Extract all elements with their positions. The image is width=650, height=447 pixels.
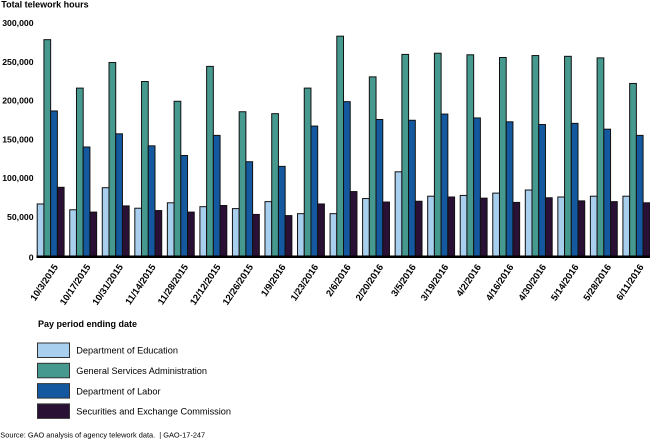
- svg-text:300,000: 300,000: [2, 18, 34, 28]
- svg-text:0: 0: [29, 252, 34, 262]
- svg-text:150,000: 150,000: [2, 134, 34, 144]
- svg-text:Securities and Exchange Commis: Securities and Exchange Commission: [76, 407, 231, 417]
- svg-text:Department of Labor: Department of Labor: [76, 386, 160, 396]
- svg-text:100,000: 100,000: [2, 173, 34, 183]
- svg-text:Source: GAO analysis of agency: Source: GAO analysis of agency telework …: [0, 431, 205, 440]
- svg-text:250,000: 250,000: [2, 57, 34, 67]
- svg-text:Pay period ending date: Pay period ending date: [38, 319, 137, 329]
- svg-text:50,000: 50,000: [7, 212, 34, 222]
- svg-text:Total telework hours: Total telework hours: [1, 0, 88, 10]
- svg-text:200,000: 200,000: [2, 96, 34, 106]
- svg-text:General Services Administratio: General Services Administration: [76, 366, 207, 376]
- svg-text:Department of Education: Department of Education: [76, 346, 178, 356]
